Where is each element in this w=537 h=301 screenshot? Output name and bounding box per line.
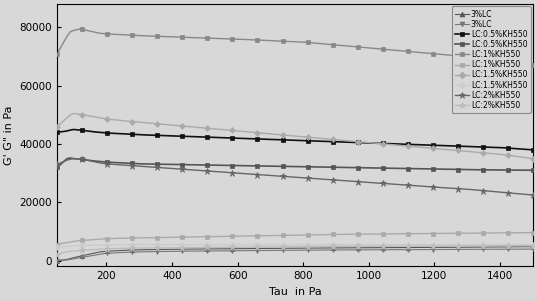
- X-axis label: Tau  in Pa: Tau in Pa: [268, 287, 322, 297]
- Legend: 3%LC, 3%LC, LC:0.5%KH550, LC:0.5%KH550, LC:1%KH550, LC:1%KH550, LC:1.5%KH550, LC: 3%LC, 3%LC, LC:0.5%KH550, LC:0.5%KH550, …: [452, 6, 531, 113]
- Y-axis label: G' G" in Pa: G' G" in Pa: [4, 106, 14, 165]
